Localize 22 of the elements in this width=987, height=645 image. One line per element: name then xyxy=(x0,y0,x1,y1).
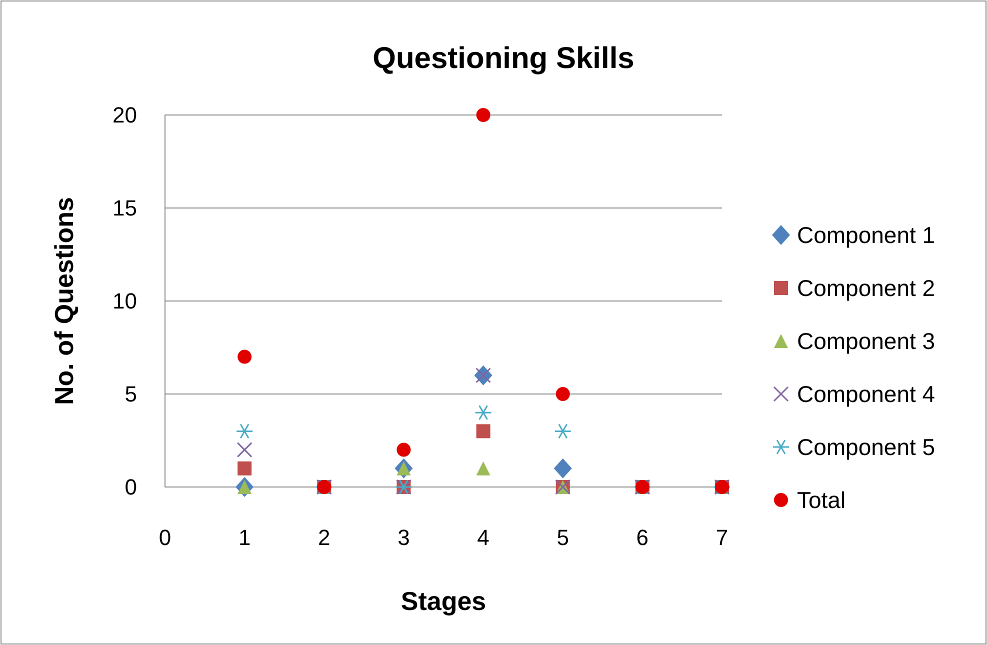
x-tick-label: 0 xyxy=(158,525,172,550)
x-tick-label: 2 xyxy=(318,525,330,550)
chart-title: Questioning Skills xyxy=(372,42,634,75)
x-tick-label: 4 xyxy=(477,525,490,550)
y-tick-label: 10 xyxy=(112,288,137,314)
legend-label: Component 5 xyxy=(797,434,936,460)
legend-label: Total xyxy=(797,487,846,514)
y-tick-label: 15 xyxy=(112,196,137,221)
legend-label: Component 4 xyxy=(797,381,936,408)
y-tick-label: 20 xyxy=(112,102,137,128)
legend-label: Component 3 xyxy=(797,328,936,354)
x-tick-label: 3 xyxy=(398,525,410,550)
x-tick-label: 7 xyxy=(716,525,728,550)
x-axis-title: Stages xyxy=(400,586,486,616)
y-tick-label: 5 xyxy=(124,382,137,407)
y-tick-label: 0 xyxy=(124,474,137,500)
x-tick-label: 6 xyxy=(636,525,649,550)
x-tick-label: 5 xyxy=(556,525,569,550)
legend-label: Component 1 xyxy=(797,222,936,248)
x-tick-label: 1 xyxy=(238,525,251,550)
legend-label: Component 2 xyxy=(797,275,936,302)
y-axis-title: No. of Questions xyxy=(49,197,79,405)
